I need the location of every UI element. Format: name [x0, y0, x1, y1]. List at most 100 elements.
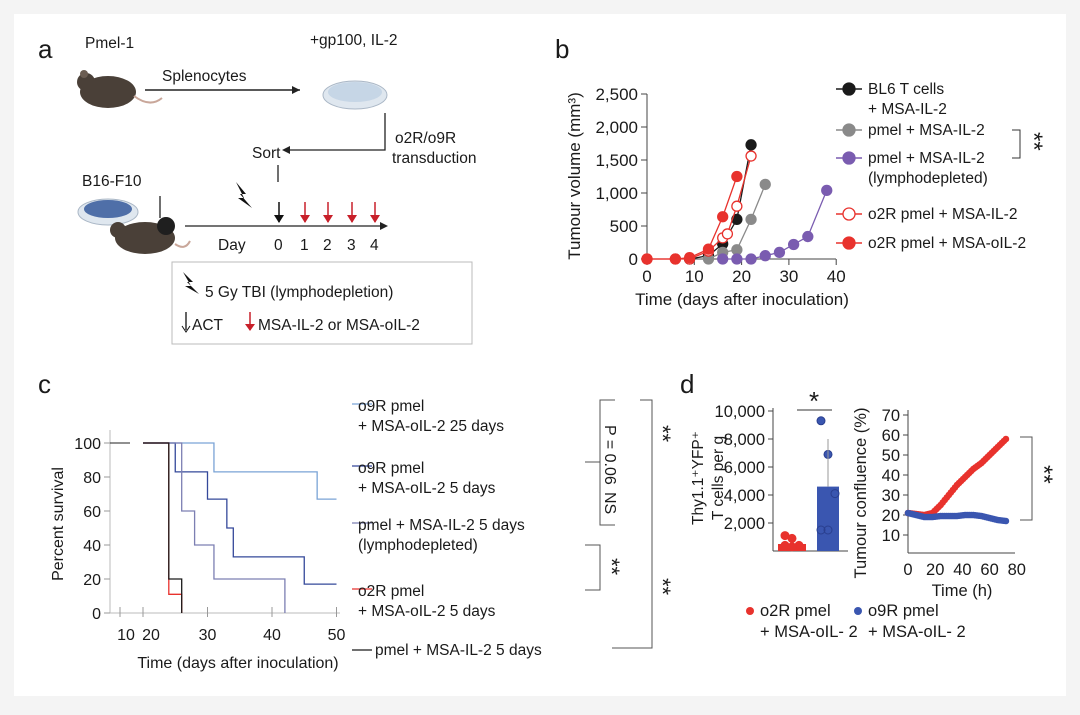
y-tick-label: 70 — [882, 407, 900, 425]
x-axis-label: Time (days after inoculation) — [137, 655, 338, 672]
data-point — [823, 525, 833, 535]
bracket-sig2 — [585, 544, 601, 591]
legend-label: + MSA-oIL- 2 — [760, 623, 858, 641]
legend-label: (lymphodepleted) — [868, 170, 988, 187]
y-axis-label: Tumour confluence (%) — [852, 408, 870, 579]
data-point — [802, 230, 814, 243]
legend-box — [171, 261, 473, 345]
arrowhead — [245, 324, 255, 331]
day-tick-label: 3 — [347, 237, 356, 254]
donor-label: Pmel-1 — [85, 35, 134, 52]
data-point — [830, 489, 840, 499]
legend-label: o2R pmel + MSA-IL-2 — [868, 206, 1017, 223]
legend-label: + MSA-oIL-2 5 days — [358, 603, 496, 620]
tumour-label: B16-F10 — [82, 173, 142, 190]
bracket-p — [585, 399, 615, 463]
x-axis-label: Time (h) — [932, 582, 993, 600]
legend-marker — [746, 607, 754, 615]
y-tick-label: 100 — [74, 436, 101, 453]
y-tick-label: 60 — [882, 427, 900, 445]
significance-label: * — [809, 386, 819, 416]
x-tick-label: 50 — [328, 627, 346, 644]
x-tick-label: 20 — [926, 561, 944, 579]
lightning-legend-icon — [183, 272, 199, 294]
data-point — [787, 542, 797, 552]
series-4 — [641, 170, 743, 265]
bar — [817, 486, 839, 551]
y-tick-label: 1,500 — [595, 151, 638, 170]
y-axis-label: Thy1.1⁺YFP⁺ — [690, 431, 707, 525]
y-axis-label: T cells per g — [710, 436, 727, 520]
survival-curve — [143, 442, 183, 613]
day-tick-label: 1 — [300, 237, 309, 254]
legend-label: + MSA-oIL-2 5 days — [358, 480, 496, 497]
day-tick-label: 4 — [370, 237, 379, 254]
data-point — [717, 253, 729, 265]
transduction-label-1: o2R/o9R — [395, 130, 456, 147]
legend-label: pmel + MSA-IL-2 5 days — [358, 517, 525, 534]
y-axis-label: Percent survival — [50, 467, 67, 581]
panel-letter-b: b — [555, 34, 569, 64]
significance-label: ** — [1020, 132, 1047, 151]
day-label: Day — [218, 237, 246, 254]
x-tick-label: 60 — [980, 561, 998, 579]
data-point — [717, 211, 729, 223]
dosing-arrowhead — [347, 215, 357, 223]
significance-bracket — [1012, 129, 1021, 159]
data-point — [821, 184, 833, 197]
arrowhead — [181, 325, 191, 333]
chart-confluence: 10 20 30 40 50 60 70 0 20 40 60 80 Time (h) Tumour co… — [746, 407, 1057, 641]
data-point — [745, 253, 757, 265]
lightning-icon — [236, 182, 252, 208]
dosing-arrowhead — [370, 215, 380, 223]
survival-curve — [143, 442, 337, 585]
data-point — [759, 250, 771, 262]
dosing-arrowhead — [300, 215, 310, 223]
legend-marker — [854, 607, 862, 615]
legend-label: o2R pmel — [358, 583, 424, 600]
dosing-arrowhead — [274, 215, 284, 223]
legend-label: o9R pmel — [358, 398, 424, 415]
data-point — [731, 170, 743, 183]
y-axis-label: Tumour volume (mm³) — [565, 92, 584, 260]
x-tick-label: 40 — [953, 561, 971, 579]
x-tick-label: 0 — [903, 561, 912, 579]
p-value-label: P = 0.06 — [601, 425, 618, 485]
sort-label: Sort — [252, 145, 281, 162]
legend-label: (lymphodepleted) — [358, 537, 478, 554]
splenocytes-label: Splenocytes — [162, 68, 247, 85]
y-tick-label: 6,000 — [724, 459, 765, 477]
legend-label: o2R pmel — [760, 602, 831, 620]
y-tick-label: 0 — [629, 250, 638, 269]
x-tick-label: 0 — [642, 267, 651, 286]
y-tick-label: 2,500 — [595, 85, 638, 104]
legend-il2: MSA-IL-2 or MSA-oIL-2 — [258, 317, 420, 334]
x-tick-label: 20 — [732, 267, 751, 286]
legend-label: o2R pmel + MSA-oIL-2 — [868, 235, 1026, 252]
transduction-label-2: transduction — [392, 150, 476, 167]
data-point — [773, 246, 786, 259]
y-tick-label: 4,000 — [724, 487, 765, 505]
significance-label: ** — [1030, 465, 1057, 484]
x-tick-label: 40 — [263, 627, 281, 644]
legend-label: + MSA-IL-2 — [868, 101, 947, 118]
panel-a: a Pmel-1 Splenocytes +gp100, IL-2 o2R/o9… — [38, 32, 476, 345]
legend-marker — [842, 207, 856, 221]
panel-letter-d: d — [680, 369, 694, 399]
x-tick-label: 80 — [1008, 561, 1026, 579]
y-tick-label: 500 — [610, 217, 638, 236]
panel-letter-c: c — [38, 369, 51, 399]
data-point — [816, 525, 826, 535]
legend-tbi: 5 Gy TBI (lymphodepletion) — [205, 284, 393, 301]
legend-marker — [842, 82, 856, 96]
y-tick-label: 60 — [83, 504, 101, 521]
legend-marker — [842, 236, 856, 250]
x-tick-label: 40 — [827, 267, 846, 286]
y-tick-label: 40 — [83, 538, 101, 555]
y-tick-label: 50 — [882, 447, 900, 465]
arrowhead — [380, 222, 388, 230]
y-tick-label: 2,000 — [724, 515, 765, 533]
legend-label: o9R pmel — [868, 602, 939, 620]
survival-curve — [143, 442, 286, 613]
